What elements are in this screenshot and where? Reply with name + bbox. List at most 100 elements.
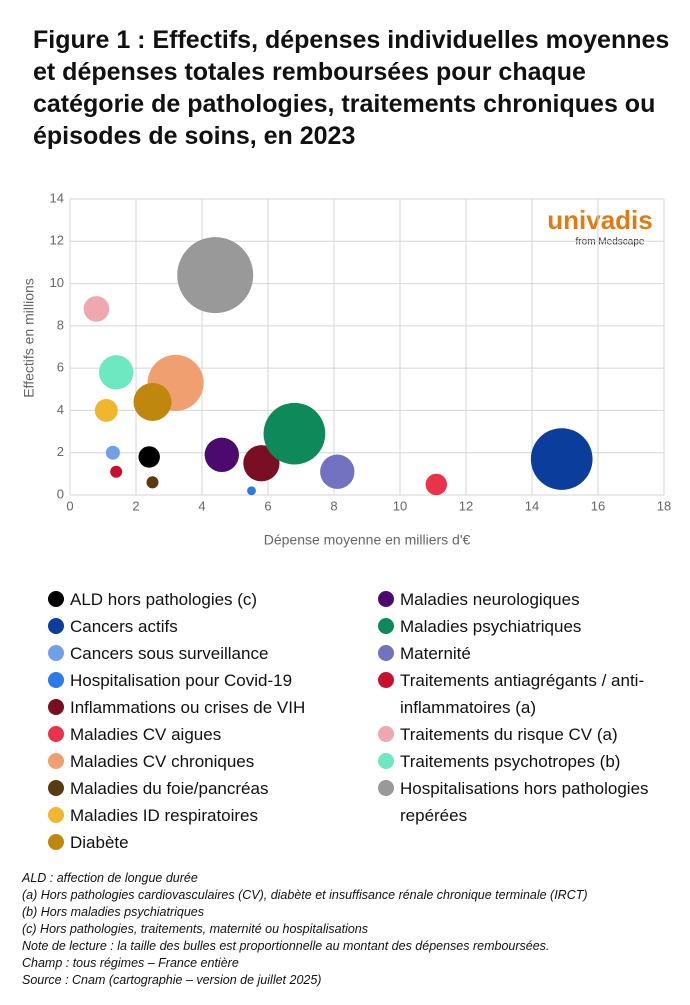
legend-item: Maladies neurologiques [378, 586, 658, 613]
legend-item: Maladies CV aigues [48, 721, 358, 748]
legend-swatch [48, 645, 64, 661]
legend-label: Inflammations ou crises de VIH [70, 698, 306, 717]
bubble [263, 402, 326, 465]
y-tick-label: 2 [57, 444, 64, 459]
x-tick-label: 16 [591, 498, 605, 513]
bubble [530, 428, 593, 490]
note: Champ : tous régimes – France entière [22, 956, 239, 970]
legend-swatch [48, 591, 64, 607]
x-tick-label: 10 [393, 498, 407, 513]
y-tick-label: 12 [50, 233, 64, 248]
chart: univadis from Medscape Dépense moyenne e… [21, 190, 672, 548]
note: ALD : affection de longue durée [22, 871, 198, 885]
y-tick-label: 8 [57, 317, 64, 332]
x-tick-label: 18 [657, 498, 671, 513]
legend-swatch [48, 834, 64, 850]
bubble [320, 454, 355, 489]
legend-label: Maladies du foie/pancréas [70, 779, 269, 798]
legend-label: Hospitalisation pour Covid-19 [70, 671, 293, 690]
legend-item: Maladies du foie/pancréas [48, 775, 358, 802]
legend-label: Cancers actifs [70, 617, 178, 636]
bubble [133, 382, 172, 421]
legend-swatch [48, 807, 64, 823]
x-tick-label: 6 [264, 498, 271, 513]
note: Source : Cnam (cartographie – version de… [22, 973, 322, 987]
note: Note de lecture : la taille des bulles e… [22, 939, 550, 953]
bubble [105, 445, 120, 460]
y-tick-label: 0 [57, 486, 64, 501]
legend: ALD hors pathologies (c) Cancers actifs Ca… [48, 586, 358, 856]
legend-swatch [48, 780, 64, 796]
legend-swatch [48, 618, 64, 634]
legend-label: Maladies CV chroniques [70, 752, 255, 771]
legend-label: Traitements antiagrégants / anti-inflamm… [400, 671, 645, 717]
legend-swatch [48, 699, 64, 715]
legend-label: Traitements psychotropes (b) [400, 752, 621, 771]
legend-item: Hospitalisation pour Covid-19 [48, 667, 358, 694]
legend-swatch [378, 618, 394, 634]
legend-label: ALD hors pathologies (c) [70, 590, 258, 609]
legend-item: Hospitalisations hors pathologies repéré… [378, 775, 658, 829]
logo-sub: from Medscape [576, 237, 645, 248]
legend: Maladies neurologiques Maladies psychiatr… [378, 586, 658, 829]
bubble [99, 355, 134, 390]
legend-swatch [378, 672, 394, 688]
legend-item: Maladies psychiatriques [378, 613, 658, 640]
x-tick-label: 14 [525, 498, 539, 513]
bubble [177, 237, 254, 314]
y-tick-label: 10 [50, 275, 64, 290]
y-tick-label: 4 [57, 402, 64, 417]
bubble [83, 296, 110, 322]
bubble [94, 398, 118, 422]
x-tick-label: 4 [198, 498, 205, 513]
y-axis-label: Effectifs en millions [21, 278, 37, 398]
legend-swatch [378, 645, 394, 661]
legend-item: Inflammations ou crises de VIH [48, 694, 358, 721]
legend-swatch [378, 591, 394, 607]
legend-item: Maternité [378, 640, 658, 667]
legend-item: Traitements du risque CV (a) [378, 721, 658, 748]
y-tick-label: 14 [50, 190, 64, 205]
legend-item: Cancers sous surveillance [48, 640, 358, 667]
legend-item: Cancers actifs [48, 613, 358, 640]
note: (a) Hors pathologies cardiovasculaires (… [22, 888, 588, 902]
legend-swatch [48, 753, 64, 769]
legend-label: Maladies CV aigues [70, 725, 222, 744]
legend-label: Diabète [70, 833, 129, 852]
legend-label: Maladies psychiatriques [400, 617, 582, 636]
legend-swatch [378, 726, 394, 742]
bubble [247, 486, 256, 496]
legend-item: Diabète [48, 829, 358, 856]
legend-label: Maladies ID respiratoires [70, 806, 259, 825]
bubble [110, 465, 123, 478]
legend-swatch [48, 672, 64, 688]
logo: univadis [547, 205, 652, 235]
bubble [425, 473, 448, 496]
note: (c) Hors pathologies, traitements, mater… [22, 922, 368, 936]
legend-item: Traitements antiagrégants / anti-inflamm… [378, 667, 658, 721]
note: (b) Hors maladies psychiatriques [22, 905, 205, 919]
bubble [243, 445, 280, 482]
bubble [204, 437, 239, 473]
legend-swatch [378, 780, 394, 796]
legend-item: Maladies ID respiratoires [48, 802, 358, 829]
legend-label: Maladies neurologiques [400, 590, 580, 609]
y-tick-label: 6 [57, 360, 64, 375]
legend-label: Traitements du risque CV (a) [400, 725, 618, 744]
chart-title: Figure 1 : Effectifs, dépenses individue… [33, 26, 670, 150]
legend-item: Maladies CV chroniques [48, 748, 358, 775]
legend-label: Cancers sous surveillance [70, 644, 269, 663]
x-tick-label: 0 [66, 498, 73, 513]
legend-item: ALD hors pathologies (c) [48, 586, 358, 613]
legend-item: Traitements psychotropes (b) [378, 748, 658, 775]
legend-label: Hospitalisations hors pathologies repéré… [400, 779, 649, 825]
x-tick-label: 8 [330, 498, 337, 513]
legend-swatch [378, 753, 394, 769]
bubble [146, 476, 159, 489]
legend-label: Maternité [400, 644, 471, 663]
x-tick-label: 2 [132, 498, 139, 513]
x-axis-label: Dépense moyenne en milliers d'€ [264, 532, 471, 548]
notes: ALD : affection de longue durée (a) Hors … [22, 870, 588, 989]
legend-swatch [48, 726, 64, 742]
